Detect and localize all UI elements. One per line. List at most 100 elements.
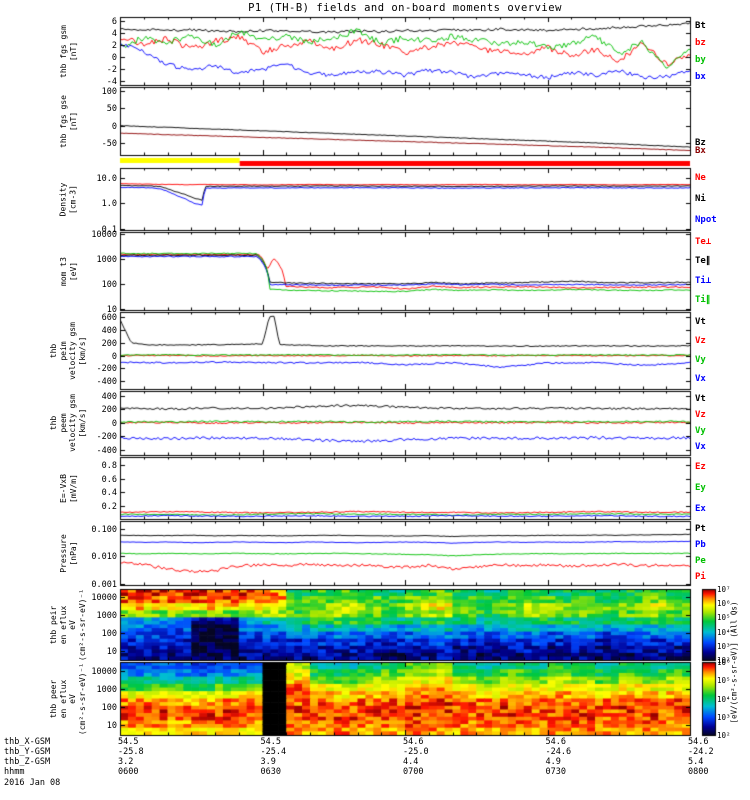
- colorbar-tick-label: 10⁵: [717, 613, 731, 623]
- series-label-Vx: Vx: [695, 442, 706, 452]
- y-tick-label: 10: [106, 304, 117, 315]
- y-tick-label: 0: [111, 52, 117, 63]
- y-tick-label: 6: [111, 16, 117, 27]
- y-tick-label: -200: [96, 431, 117, 442]
- y-tick-label: 2: [111, 40, 117, 51]
- footer-value: 0630: [260, 767, 281, 777]
- series-label-Npot: Npot: [695, 214, 717, 225]
- footer-value: -25.0: [403, 747, 429, 757]
- series-label-Bz: Bz: [695, 137, 706, 148]
- series-label-Ne: Ne: [695, 173, 706, 184]
- y-tick-label: 100: [101, 702, 117, 713]
- colorbar-tick-label: 10⁴: [717, 627, 731, 637]
- y-tick-label: 10000: [91, 592, 117, 603]
- panel-ylabel-mom-t3: mom t3 [eV]: [58, 256, 78, 286]
- series-label-bz: bz: [695, 37, 706, 48]
- footer-row-label: thb_X-GSM: [4, 737, 51, 747]
- colorbar-tick-label: 10⁷: [717, 585, 731, 594]
- y-tick-label: 0.6: [101, 474, 117, 485]
- series-label-Te⊥: Te⊥: [695, 236, 712, 247]
- flux-axis-label: [eV/(cm²-s-sr-eV)] (All Qs): [729, 601, 739, 723]
- footer-value: 0600: [118, 767, 139, 777]
- footer-value: -24.2: [688, 747, 714, 757]
- footer-value: -25.8: [118, 747, 144, 757]
- footer-value: 0700: [403, 767, 424, 777]
- panel-ylabel-fgs-gsm: thb fgs gsm [nT]: [58, 24, 78, 78]
- plot-title: P1 (TH-B) fields and on-board moments ov…: [248, 2, 562, 14]
- y-tick-label: 0: [111, 351, 117, 362]
- y-tick-label: -400: [96, 376, 117, 387]
- footer-value: 54.6: [545, 737, 566, 747]
- y-tick-label: 10000: [91, 229, 117, 240]
- y-tick-label: 1000: [96, 254, 117, 265]
- colorbar-tick-label: 10⁵: [717, 676, 731, 686]
- y-tick-label: 1000: [96, 610, 117, 621]
- footer-value: 4.9: [545, 757, 561, 767]
- footer-value: 3.9: [260, 757, 276, 767]
- y-tick-label: 400: [101, 325, 117, 336]
- series-label-Ex: Ex: [695, 503, 706, 514]
- footer-row-label: thb_Y-GSM: [4, 747, 51, 757]
- footer-value: 3.2: [118, 757, 134, 767]
- footer-value: -24.6: [545, 747, 572, 757]
- y-tick-label: 10000: [91, 666, 117, 677]
- y-tick-label: 0.1: [101, 224, 117, 235]
- footer-value: -25.4: [260, 747, 287, 757]
- colorbar-tick-label: 10⁶: [717, 658, 731, 667]
- series-label-by: by: [695, 54, 706, 65]
- y-tick-label: 0.010: [91, 551, 117, 562]
- footer-value: 54.6: [688, 737, 709, 747]
- y-tick-label: 10: [106, 646, 117, 657]
- panel-ylabel-density: Density [cm-3]: [58, 182, 78, 216]
- panel-ylabel-peem-velocity: thb peem velocity gsm [km/s]: [49, 394, 87, 452]
- footer-date: 2016 Jan 08: [4, 778, 61, 788]
- y-tick-label: -4: [106, 76, 117, 87]
- footer-value: 54.6: [403, 737, 424, 747]
- series-label-Vz: Vz: [695, 335, 706, 346]
- footer-value: 0800: [688, 767, 709, 777]
- series-label-Ez: Ez: [695, 462, 706, 473]
- series-label-Ni: Ni: [695, 194, 706, 204]
- y-tick-label: 0: [111, 418, 117, 429]
- series-label-Bt: Bt: [695, 20, 706, 31]
- series-label-Te∥: Te∥: [695, 256, 711, 267]
- y-tick-label: 200: [101, 338, 117, 349]
- y-tick-label: 10: [106, 720, 117, 731]
- series-label-Bx: Bx: [695, 145, 706, 156]
- y-tick-label: 0.8: [101, 460, 117, 471]
- series-label-Ti⊥: Ti⊥: [695, 275, 712, 286]
- y-tick-label: 400: [101, 391, 117, 402]
- panel-ylabel-pressure: Pressure [nPa]: [58, 533, 78, 573]
- y-tick-label: 100: [101, 279, 117, 290]
- footer-value: 54.5: [118, 737, 139, 747]
- footer-value: 5.4: [688, 757, 704, 767]
- series-label-Vt: Vt: [695, 316, 706, 327]
- footer-row-label: hhmm: [4, 767, 25, 777]
- y-tick-label: 50: [106, 103, 117, 114]
- series-label-Vz: Vz: [695, 410, 706, 420]
- series-label-Ti∥: Ti∥: [695, 295, 711, 306]
- colorbar-tick-label: 10²: [717, 731, 731, 740]
- colorbar-tick-label: 10²: [717, 656, 731, 665]
- footer-row-label: thb_Z-GSM: [4, 757, 51, 767]
- series-label-Vy: Vy: [695, 355, 706, 366]
- y-tick-label: -200: [96, 363, 117, 374]
- colorbar-tick-label: 10³: [717, 712, 731, 722]
- y-tick-label: 100: [101, 86, 117, 97]
- colorbar-tick-label: 10³: [717, 641, 731, 651]
- footer-value: 4.4: [403, 757, 419, 767]
- y-tick-label: 600: [101, 312, 117, 323]
- panel-ylabel-peer-spectrogram: thb peer en eflux eV (cm²-s-sr-eV)⁻¹: [49, 662, 87, 735]
- y-tick-label: 0.4: [101, 487, 117, 498]
- y-tick-label: 100: [101, 628, 117, 639]
- series-label-Vy: Vy: [695, 426, 706, 436]
- y-tick-label: 0.2: [101, 501, 117, 512]
- series-label-Ey: Ey: [695, 483, 706, 493]
- colorbar-tick-label: 10⁶: [717, 599, 731, 609]
- y-tick-label: 0.100: [91, 524, 117, 535]
- y-tick-label: -50: [101, 138, 117, 149]
- y-tick-label: 200: [101, 404, 117, 415]
- y-tick-label: -400: [96, 445, 117, 456]
